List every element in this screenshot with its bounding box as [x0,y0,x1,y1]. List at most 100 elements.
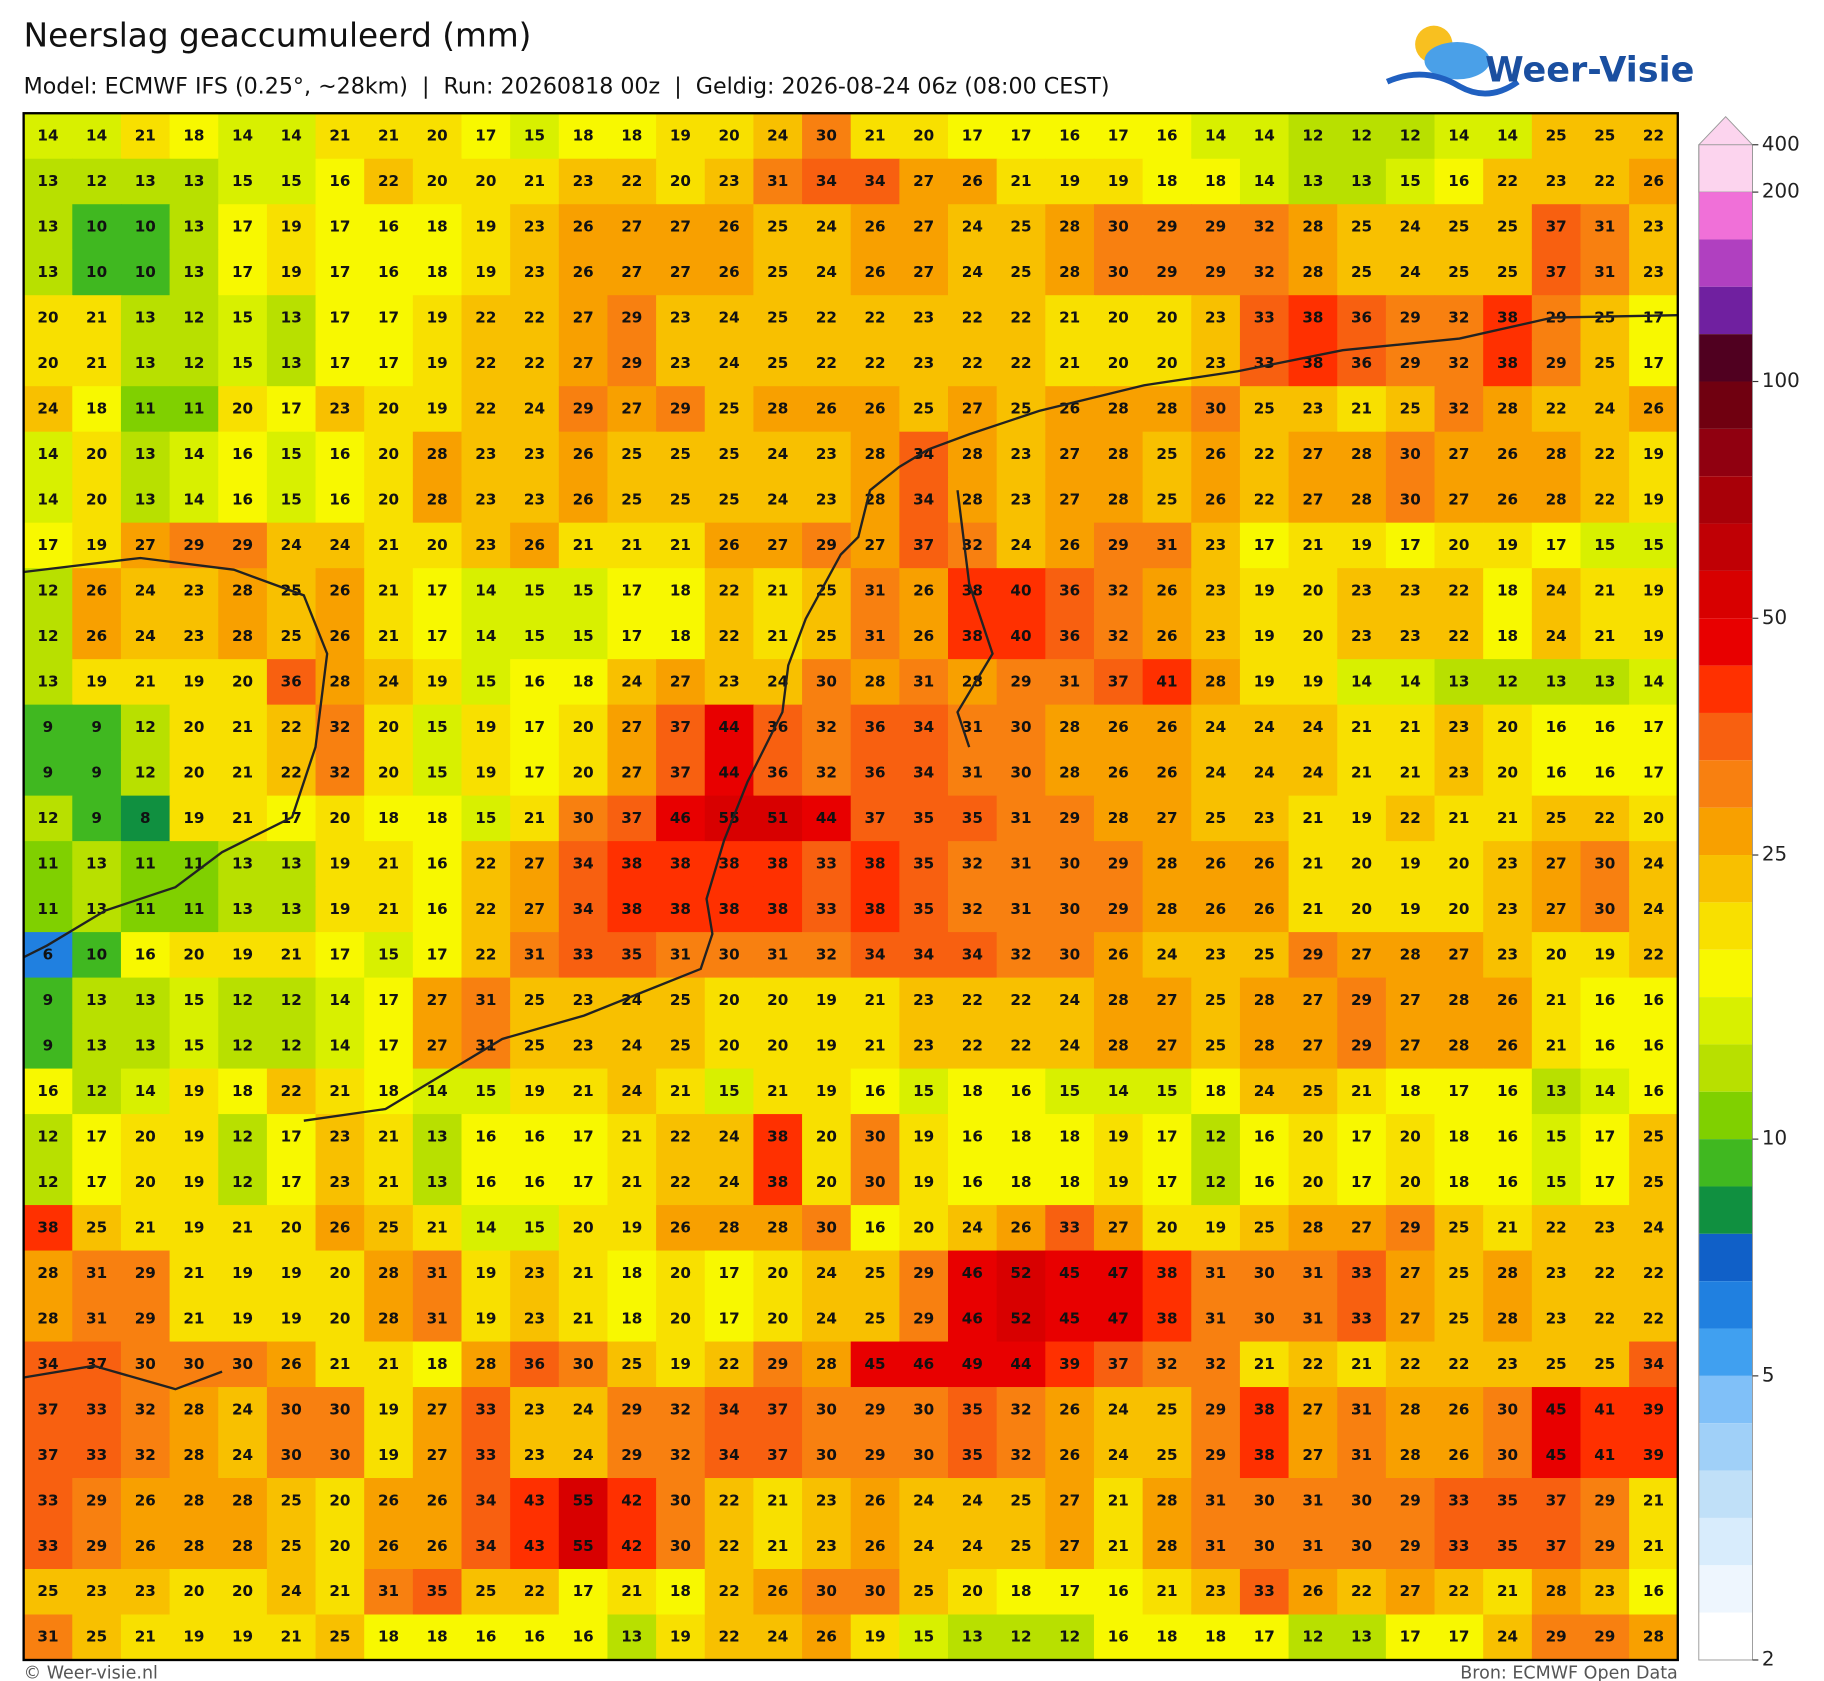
cell [704,386,754,433]
cell-value: 14 [1351,672,1372,690]
cell [1191,295,1241,342]
cell-value: 20 [1156,1218,1177,1236]
cell [607,1068,657,1115]
cell-value: 27 [1108,1218,1129,1236]
cell [1483,431,1533,478]
cell [802,1068,852,1115]
cell-value: 38 [670,900,691,918]
cell-value: 16 [1108,1582,1129,1600]
cell-value: 32 [816,718,837,736]
cell-value: 13 [135,308,156,326]
cell-value: 28 [1546,445,1567,463]
cell-value: 18 [1205,1628,1226,1646]
cell [266,886,317,933]
cell-value: 29 [621,1446,642,1464]
cell [1483,841,1533,888]
cell-value: 21 [573,1264,594,1282]
cell-value: 21 [135,672,156,690]
cell [1385,1523,1436,1570]
cell-value: 34 [864,172,885,190]
cell [412,477,463,524]
cell [996,1205,1046,1252]
cell [1434,1068,1484,1115]
cell [1385,795,1436,842]
cell [558,1523,609,1570]
cell-value: 28 [962,445,983,463]
cell [266,1614,317,1661]
cell-value: 26 [1108,763,1129,781]
cell-value: 29 [1108,900,1129,918]
cell-value: 22 [1594,809,1615,827]
cell [899,477,949,524]
cell [753,841,803,888]
cell [120,1523,171,1570]
cell-value: 19 [281,1264,302,1282]
cell [120,886,171,933]
cell-value: 12 [232,1127,253,1145]
cell [315,1205,365,1252]
cell [1629,750,1679,797]
cell-value: 19 [281,217,302,235]
cell-value: 31 [86,1264,107,1282]
cell [72,431,122,478]
cell-value: 15 [281,172,302,190]
cell-value: 16 [378,263,399,281]
cell-value: 23 [1302,399,1323,417]
cell-value: 17 [329,217,350,235]
cell [948,1250,998,1297]
cell [510,1205,560,1252]
cell-value: 22 [1643,945,1664,963]
cell-value: 28 [1156,854,1177,872]
cell-value: 23 [1497,1355,1518,1373]
cell [23,158,73,205]
cell [23,340,73,387]
cell-value: 22 [670,1173,691,1191]
cell [1531,659,1582,706]
cell-value: 22 [524,1582,545,1600]
cell-value: 26 [962,172,983,190]
cell-value: 17 [475,126,496,144]
cell-value: 33 [1254,354,1275,372]
cell [1239,113,1290,160]
cell-value: 21 [183,1309,204,1327]
cell [169,1296,219,1343]
cell [802,613,852,660]
cell [1239,1296,1290,1343]
colorbar-band [1698,1328,1753,1376]
cell-value: 23 [816,445,837,463]
cell-value: 33 [37,1491,58,1509]
cell-value: 23 [1400,627,1421,645]
cell [1385,431,1436,478]
cell-value: 24 [1254,1082,1275,1100]
cell [412,249,463,296]
cell-value: 18 [621,1309,642,1327]
colorbar-band [1698,428,1753,477]
cell-value: 13 [232,854,253,872]
cell [1434,1614,1484,1661]
cell [996,1341,1046,1388]
cell [1483,1205,1533,1252]
cell [1093,568,1144,615]
cell [1483,1114,1533,1161]
cell [266,659,317,706]
cell [899,1614,949,1661]
cell-value: 23 [329,1173,350,1191]
cell [1239,795,1290,842]
cell [364,1341,414,1388]
cell [169,158,219,205]
cell [1093,522,1144,569]
cell [120,1432,171,1479]
cell [607,750,657,797]
cell [461,295,511,342]
cell [899,1341,949,1388]
cell-value: 33 [1448,1537,1469,1555]
cell [169,932,219,979]
cell [1337,1296,1387,1343]
cell [1142,1205,1192,1252]
cell [607,431,657,478]
cell [169,1523,219,1570]
cell-value: 15 [573,627,594,645]
cell-value: 30 [1351,1537,1372,1555]
cell [704,1341,754,1388]
cell [120,841,171,888]
